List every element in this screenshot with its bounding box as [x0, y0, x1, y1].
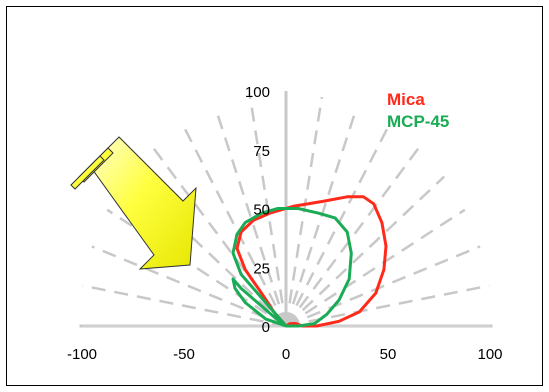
grid-ray	[106, 208, 287, 328]
grid-ray	[285, 175, 446, 327]
tick-labels: -100 -50 0 50 100 0 25 50 75 100	[67, 84, 503, 363]
grid-ray	[152, 147, 288, 327]
series-line-mica	[235, 195, 388, 328]
y-tick-label: 100	[245, 84, 270, 101]
x-tick-label: 50	[380, 346, 397, 363]
legend: Mica MCP-45	[387, 90, 449, 131]
x-tick-label: 0	[282, 346, 290, 363]
x-tick-label: -50	[173, 346, 195, 363]
grid-ray	[82, 284, 287, 328]
y-tick-label: 50	[253, 202, 270, 219]
grid-ray	[284, 147, 420, 327]
series-lines	[231, 195, 388, 328]
legend-label-mcp-45: MCP-45	[387, 112, 449, 131]
y-tick-label: 0	[262, 319, 270, 336]
arrow-body	[89, 136, 197, 270]
grid-ray	[181, 124, 288, 327]
y-tick-label: 75	[253, 143, 270, 160]
grid-ray	[284, 107, 358, 327]
grid-ray	[214, 107, 288, 327]
annotation-arrow	[70, 136, 197, 270]
polar-chart: -100 -50 0 50 100 0 25 50 75 100 Mica MCP-45	[67, 84, 503, 363]
arrow-tail-band-2	[70, 155, 105, 190]
chart-frame: -100 -50 0 50 100 0 25 50 75 100 Mica MCP-45	[6, 6, 543, 386]
series-line-mcp-45	[231, 207, 353, 328]
x-tick-label: -100	[67, 346, 97, 363]
x-tick-label: 100	[477, 346, 502, 363]
radial-grid	[79, 91, 493, 328]
grid-ray	[91, 245, 287, 328]
grid-ray	[126, 175, 287, 327]
y-tick-label: 25	[253, 260, 270, 277]
grid-ray	[285, 208, 466, 328]
grid-ray	[285, 245, 481, 328]
grid-ray	[284, 96, 324, 327]
legend-label-mica: Mica	[387, 90, 425, 109]
grid-ray	[284, 124, 391, 327]
